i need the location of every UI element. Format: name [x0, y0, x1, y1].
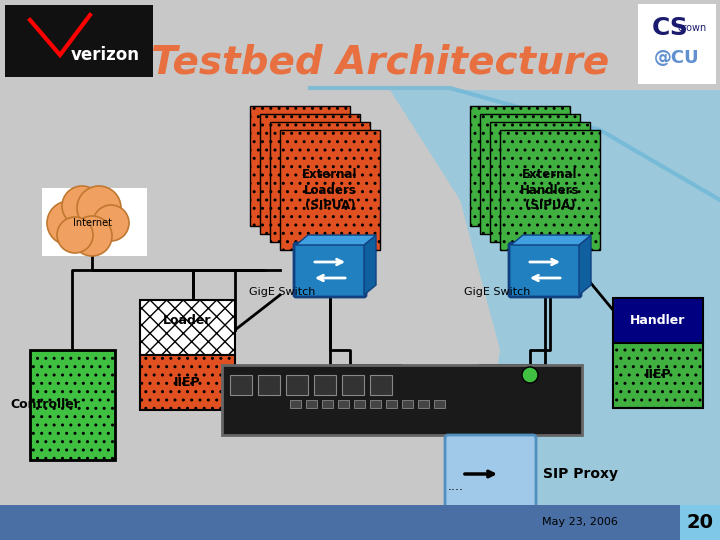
Circle shape [77, 186, 121, 230]
Bar [638, 4, 716, 84]
Text: verizon: verizon [71, 46, 140, 64]
Bar [314, 375, 336, 395]
Text: @CU: @CU [654, 49, 700, 67]
Bar [434, 400, 445, 408]
Text: Loader: Loader [163, 314, 211, 327]
Polygon shape [511, 235, 591, 245]
Bar [140, 300, 235, 355]
Circle shape [57, 217, 93, 253]
Bar [370, 375, 392, 395]
Text: crown: crown [678, 23, 706, 33]
Bar [680, 505, 720, 540]
Bar [418, 400, 429, 408]
Bar [286, 375, 308, 395]
Bar [338, 400, 349, 408]
Bar [470, 106, 570, 226]
Text: ....: .... [448, 480, 464, 493]
Bar [480, 114, 580, 234]
Bar [613, 298, 703, 343]
Circle shape [62, 186, 102, 226]
Bar [250, 106, 350, 226]
Bar [140, 355, 235, 410]
Text: IIEP: IIEP [644, 368, 671, 381]
Bar [42, 188, 147, 256]
Circle shape [72, 216, 112, 256]
Bar [222, 365, 582, 435]
Bar [30, 350, 115, 460]
FancyBboxPatch shape [445, 435, 536, 513]
FancyBboxPatch shape [294, 243, 366, 297]
Text: SIP Proxy: SIP Proxy [543, 467, 618, 481]
Text: GigE Switch: GigE Switch [249, 287, 315, 297]
Circle shape [522, 367, 538, 383]
FancyBboxPatch shape [509, 243, 581, 297]
Polygon shape [364, 235, 376, 295]
Bar [306, 400, 317, 408]
Text: IIEP: IIEP [174, 375, 200, 388]
Bar [613, 343, 703, 408]
Bar [342, 375, 364, 395]
Text: Controller: Controller [10, 399, 80, 411]
Text: External
Handlers
(SIPUA): External Handlers (SIPUA) [521, 168, 580, 212]
Text: GigE Switch: GigE Switch [464, 287, 530, 297]
Text: External
Loaders
(SIPUA): External Loaders (SIPUA) [302, 168, 358, 212]
Bar [354, 400, 365, 408]
Text: 20: 20 [686, 512, 714, 531]
Text: May 23, 2006: May 23, 2006 [542, 517, 618, 527]
Text: CS: CS [652, 16, 688, 40]
Bar [490, 122, 590, 242]
Polygon shape [390, 90, 720, 540]
Text: Internet: Internet [73, 218, 112, 228]
Bar [260, 114, 360, 234]
Bar [270, 122, 370, 242]
Bar [258, 375, 280, 395]
Bar [500, 130, 600, 250]
Bar [5, 5, 153, 77]
Polygon shape [579, 235, 591, 295]
Circle shape [93, 205, 129, 241]
Text: Handler: Handler [630, 314, 685, 327]
Bar [0, 505, 720, 540]
Polygon shape [296, 235, 376, 245]
Bar [386, 400, 397, 408]
Bar [402, 400, 413, 408]
Bar [290, 400, 301, 408]
Bar [322, 400, 333, 408]
Bar [280, 130, 380, 250]
Bar [230, 375, 252, 395]
Text: Testbed Architecture: Testbed Architecture [151, 44, 609, 82]
Circle shape [47, 201, 91, 245]
Bar [370, 400, 381, 408]
